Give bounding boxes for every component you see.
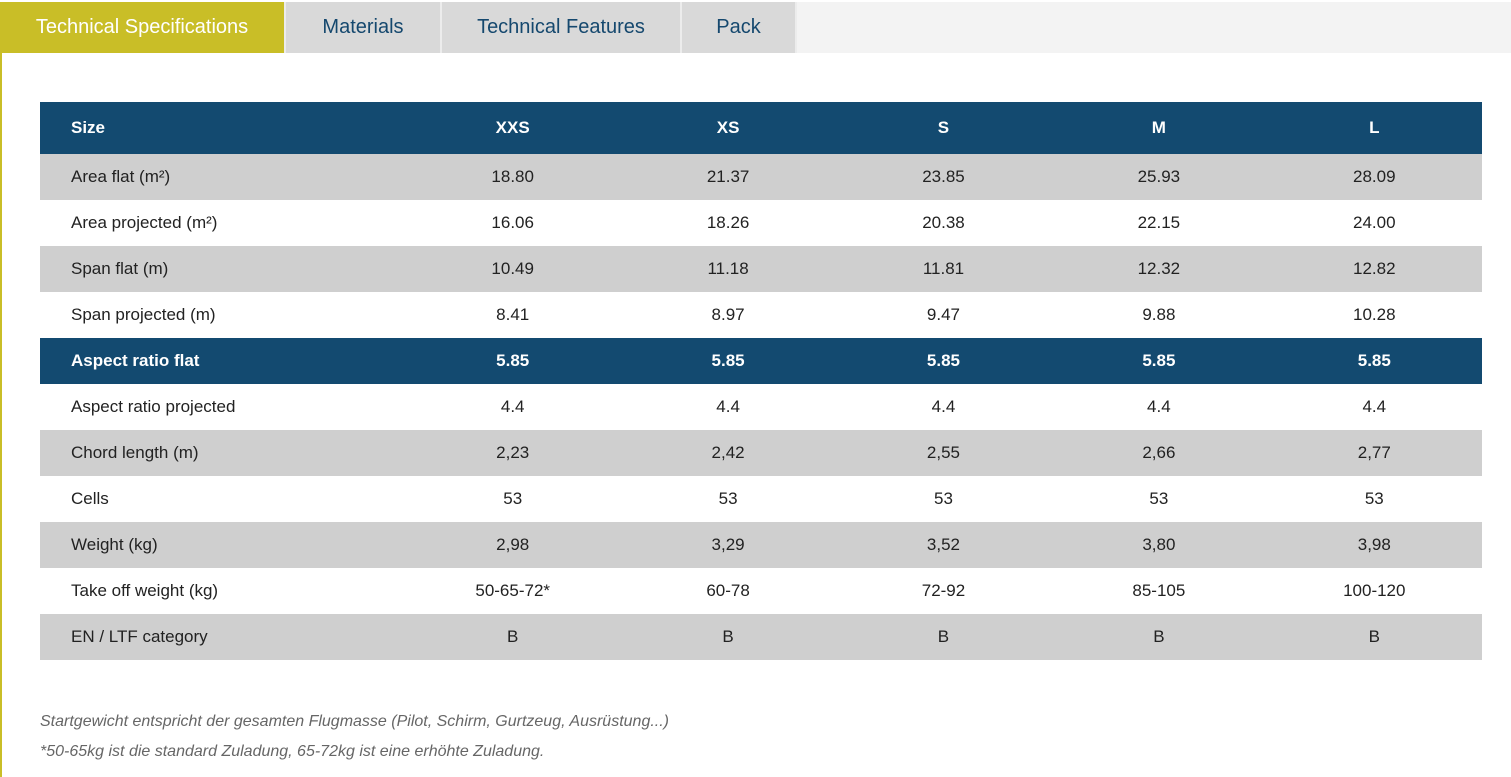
table-cell: 22.15 (1137, 213, 1181, 232)
row-label: Take off weight (kg) (71, 581, 219, 600)
table-cell: 9.47 (926, 305, 961, 324)
table-cell: 53 (1149, 489, 1169, 508)
table-cell: 23.85 (922, 167, 965, 186)
tab-bar: Technical Specifications Materials Techn… (0, 2, 1511, 54)
table-cell: 2,42 (711, 443, 745, 462)
table-row: EN / LTF category B B B B B (40, 614, 1482, 660)
table-cell: 16.06 (491, 213, 534, 232)
table-cell: 24.00 (1353, 213, 1396, 232)
table-cell: 53 (934, 489, 953, 508)
table-row: Aspect ratio projected 4.4 4.4 4.4 4.4 4… (40, 384, 1482, 430)
table-cell: 8.41 (496, 305, 530, 324)
table-cell: 9.88 (1142, 305, 1176, 324)
table-header-row: Size XXS XS S M L (40, 102, 1482, 154)
table-cell: 28.09 (1353, 167, 1396, 186)
row-label: Span flat (m) (71, 259, 169, 278)
table-cell: 5.85 (496, 351, 530, 370)
table-cell: 3,98 (1357, 535, 1391, 554)
row-label: Aspect ratio flat (71, 351, 200, 370)
size-header-xxs: XXS (495, 118, 530, 137)
table-cell: B (1153, 627, 1165, 646)
row-label: Chord length (m) (71, 443, 199, 462)
table-cell: 53 (718, 489, 738, 508)
table-cell: 11.81 (922, 259, 965, 278)
table-cell: 12.82 (1353, 259, 1396, 278)
table-cell: 100-120 (1343, 581, 1406, 600)
table-cell: 5.85 (1142, 351, 1176, 370)
table-cell: 8.97 (711, 305, 745, 324)
size-header-xs: XS (716, 118, 740, 137)
table-cell: 12.32 (1137, 259, 1181, 278)
table-cell: 21.37 (706, 167, 750, 186)
table-cell: 72-92 (921, 581, 966, 600)
table-row: Cells 53 53 53 53 53 (40, 476, 1482, 522)
table-row: Span flat (m) 10.49 11.18 11.81 12.32 12… (40, 246, 1482, 292)
table-cell: 60-78 (706, 581, 750, 600)
table-cell: 3,29 (711, 535, 745, 554)
table-cell: 85-105 (1132, 581, 1186, 600)
table-row: Area flat (m²) 18.80 21.37 23.85 25.93 2… (40, 154, 1482, 200)
row-label: Area projected (m²) (71, 213, 218, 232)
size-header-s: S (937, 118, 950, 137)
table-cell: 3,80 (1142, 535, 1176, 554)
tab-pack[interactable]: Pack (682, 2, 797, 53)
size-header-l: L (1369, 118, 1380, 137)
table-row: Weight (kg) 2,98 3,29 3,52 3,80 3,98 (40, 522, 1482, 568)
table-row: Span projected (m) 8.41 8.97 9.47 9.88 1… (40, 292, 1482, 338)
table-cell: 25.93 (1137, 167, 1181, 186)
footnotes: Startgewicht entspricht der gesamten Flu… (40, 707, 669, 767)
table-cell: 2,77 (1357, 443, 1391, 462)
table-cell: B (1368, 627, 1380, 646)
table-cell: 4.4 (931, 397, 956, 416)
table-row: Chord length (m) 2,23 2,42 2,55 2,66 2,7… (40, 430, 1482, 476)
footnote-load-range: *50-65kg ist die standard Zuladung, 65-7… (40, 743, 545, 760)
table-cell: 2,98 (496, 535, 530, 554)
table-cell: 20.38 (922, 213, 965, 232)
table-cell: 50-65-72* (475, 581, 551, 600)
table-row: Area projected (m²) 16.06 18.26 20.38 22… (40, 200, 1482, 246)
row-label: Aspect ratio projected (71, 397, 236, 416)
specifications-table: Size XXS XS S M L Area flat (m²) 18.80 2… (40, 102, 1482, 660)
row-label: EN / LTF category (71, 627, 208, 646)
table-cell: 11.18 (707, 259, 749, 278)
table-cell: 2,66 (1142, 443, 1176, 462)
tab-technical-features[interactable]: Technical Features (442, 2, 682, 53)
table-cell: B (507, 627, 519, 646)
tab-technical-specifications[interactable]: Technical Specifications (0, 2, 286, 53)
table-cell: 4.4 (1147, 397, 1171, 416)
table-cell: B (722, 627, 734, 646)
row-label: Area flat (m²) (71, 167, 171, 186)
row-label: Cells (71, 489, 109, 508)
table-cell: 2,23 (496, 443, 530, 462)
table-cell: 10.28 (1353, 305, 1396, 324)
tab-materials[interactable]: Materials (286, 2, 442, 53)
table-cell: 5.85 (1357, 351, 1391, 370)
table-cell: 18.80 (491, 167, 534, 186)
table-cell: 53 (503, 489, 523, 508)
table-cell: 10.49 (491, 259, 534, 278)
table-cell: 2,55 (926, 443, 961, 462)
table-row-highlighted: Aspect ratio flat 5.85 5.85 5.85 5.85 5.… (40, 338, 1482, 384)
size-header: Size (71, 118, 106, 137)
table-cell: 5.85 (926, 351, 961, 370)
row-label: Span projected (m) (71, 305, 216, 324)
table-cell: 18.26 (706, 213, 750, 232)
table-cell: B (937, 627, 950, 646)
table-cell: 4.4 (500, 397, 525, 416)
table-row: Take off weight (kg) 50-65-72* 60-78 72-… (40, 568, 1482, 614)
row-label: Weight (kg) (71, 535, 158, 554)
table-cell: 3,52 (926, 535, 961, 554)
table-cell: 5.85 (711, 351, 745, 370)
size-header-m: M (1151, 118, 1166, 137)
footnote-takeoff-weight: Startgewicht entspricht der gesamten Flu… (40, 713, 669, 730)
table-cell: 53 (1364, 489, 1384, 508)
table-cell: 4.4 (716, 397, 740, 416)
tab-panel-technical-specifications: Size XXS XS S M L Area flat (m²) 18.80 2… (0, 53, 1511, 777)
table-cell: 4.4 (1362, 397, 1387, 416)
